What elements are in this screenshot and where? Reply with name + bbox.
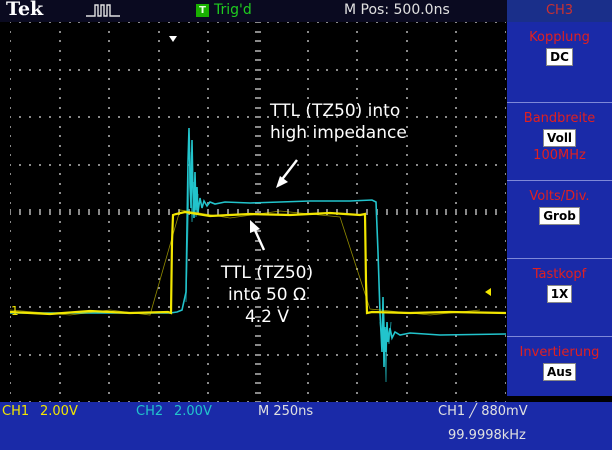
menu-item-probe[interactable]: Tastkopf 1X: [507, 258, 612, 335]
frequency-readout: 99.9998kHz: [448, 428, 526, 443]
ch1-scale: 2.00V: [40, 404, 78, 419]
menu-item-label: Invertierung: [519, 345, 600, 360]
menu-item-value: Voll: [542, 129, 577, 147]
annotation-line: into 50 Ω: [228, 285, 306, 305]
menu-item-label: Bandbreite: [523, 111, 596, 126]
ch1-label: CH1: [2, 404, 30, 419]
annotation-arrow-cyan: [276, 159, 298, 188]
acquisition-pulse-icon: [86, 4, 120, 17]
trigger-readout: CH1 ╱ 880mV: [438, 404, 528, 419]
timebase-readout: M 250ns: [258, 404, 314, 419]
menu-item-value: Grob: [539, 207, 580, 225]
readout-bar: CH1 2.00V CH2 2.00V M 250ns CH1 ╱ 880mV …: [0, 402, 612, 450]
trigger-level-marker: [485, 288, 491, 296]
ch2-label: CH2: [136, 404, 164, 419]
menu-item-bandwidth[interactable]: Bandbreite Voll 100MHz: [507, 102, 612, 179]
brand-logo: Tek: [6, 0, 44, 20]
menu-item-volts-div[interactable]: Volts/Div. Grob: [507, 180, 612, 257]
ch1-trace: [10, 209, 506, 316]
ch1-ground-marker: 1: [11, 304, 19, 318]
trigger-status: Trig'd: [214, 2, 252, 18]
graticule-grid: [10, 22, 506, 402]
ch2-trace: [10, 127, 506, 383]
trigger-position-marker: [169, 36, 177, 42]
status-bar: Tek T Trig'd M Pos: 500.0ns: [0, 0, 612, 22]
menu-item-sub: 100MHz: [533, 148, 586, 163]
side-menu: Kopplung DC Bandbreite Voll 100MHz Volts…: [507, 22, 612, 396]
menu-item-label: Kopplung: [529, 30, 590, 45]
menu-item-value: 1X: [546, 285, 573, 303]
menu-item-value: Aus: [543, 363, 576, 381]
annotation-arrow-yellow: [250, 220, 266, 251]
menu-item-coupling[interactable]: Kopplung DC: [507, 22, 612, 100]
menu-item-label: Tastkopf: [532, 267, 587, 282]
side-menu-title: CH3: [507, 0, 612, 22]
ch2-scale: 2.00V: [174, 404, 212, 419]
annotation-line: 4.2 V: [244, 307, 290, 327]
main-position-readout: M Pos: 500.0ns: [344, 2, 450, 18]
annotation-high-impedance: TTL (TZ50) into high impedance: [270, 100, 407, 144]
annotation-50-ohm: TTL (TZ50) into 50 Ω 4.2 V: [212, 262, 322, 328]
graticule: 1: [10, 22, 506, 402]
menu-item-label: Volts/Div.: [529, 189, 590, 204]
annotation-line: high impedance: [270, 123, 407, 143]
annotation-line: TTL (TZ50) into: [270, 101, 401, 121]
menu-item-value: DC: [546, 48, 573, 66]
menu-item-invert[interactable]: Invertierung Aus: [507, 336, 612, 397]
trigger-status-icon: T: [196, 4, 209, 17]
annotation-line: TTL (TZ50): [220, 263, 314, 283]
